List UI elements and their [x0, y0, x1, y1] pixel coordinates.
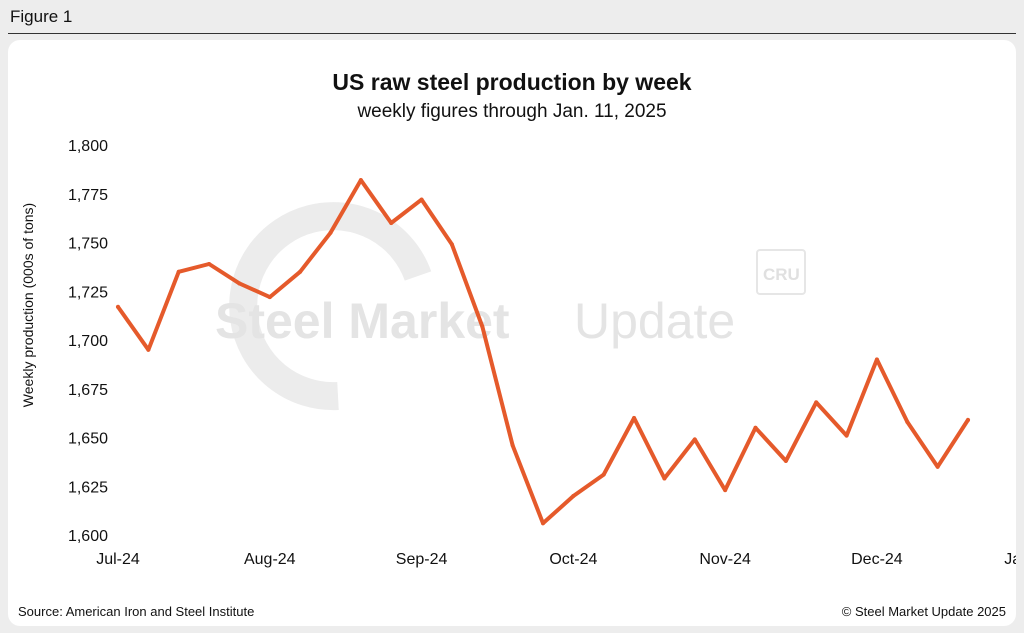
data-point [449, 242, 454, 247]
chart-panel: Steel Market Update CRU US raw steel pro… [8, 40, 1016, 626]
data-point [601, 472, 606, 477]
data-point [389, 221, 394, 225]
x-tick-label: Aug-24 [244, 551, 296, 568]
data-point [207, 261, 212, 266]
data-point [328, 230, 333, 235]
watermark-arc [229, 202, 432, 411]
watermark: Steel Market Update CRU [215, 202, 806, 411]
y-tick-label: 1,600 [68, 528, 108, 545]
data-point [905, 419, 910, 424]
cru-logo-box [756, 249, 806, 295]
y-tick-label: 1,625 [68, 479, 108, 496]
data-point [662, 476, 667, 481]
data-point [753, 425, 758, 430]
data-point [541, 521, 545, 526]
y-axis-ticks: 1,600 1,625 1,650 1,675 1,700 1,725 1,750 1,775… [68, 138, 108, 545]
watermark-brand-light: Update [574, 293, 735, 349]
x-tick-label: Jul-24 [96, 551, 140, 568]
y-axis-label: Weekly production (000s of tons) [20, 203, 36, 407]
figure-label: Figure 1 [10, 7, 73, 26]
y-tick-label: 1,650 [68, 431, 108, 448]
data-point [298, 269, 303, 274]
x-tick-label: Dec-24 [851, 551, 903, 568]
y-tick-label: 1,750 [68, 236, 108, 253]
data-point [510, 443, 515, 448]
data-point [571, 494, 576, 498]
data-point [358, 178, 363, 183]
source-note: Source: American Iron and Steel Institut… [18, 604, 254, 619]
data-point [146, 347, 151, 352]
data-point [723, 488, 728, 493]
y-tick-label: 1,675 [68, 382, 108, 399]
y-tick-label: 1,700 [68, 333, 108, 350]
data-point [419, 197, 424, 202]
line-chart: Steel Market Update CRU US raw steel pro… [18, 69, 1016, 619]
data-point [844, 433, 849, 438]
series-group [116, 178, 970, 526]
x-tick-label: Sep-24 [396, 551, 448, 568]
data-point [783, 458, 788, 463]
chart-subtitle: weekly figures through Jan. 11, 2025 [356, 101, 666, 122]
data-point [480, 324, 485, 329]
data-point [692, 437, 697, 442]
data-point [237, 281, 242, 286]
cru-logo-text: CRU [763, 265, 800, 284]
chart-title: US raw steel production by week [332, 69, 691, 95]
x-tick-label: Oct-24 [549, 551, 597, 568]
data-point [814, 400, 819, 405]
data-point [966, 417, 970, 422]
data-point [935, 464, 940, 469]
x-tick-label: Jan-25 [1004, 551, 1016, 568]
data-point [116, 304, 120, 309]
data-point [632, 416, 637, 420]
y-tick-label: 1,725 [68, 284, 108, 301]
data-point [176, 269, 181, 274]
header-rule [8, 33, 1016, 34]
x-tick-label: Nov-24 [699, 551, 751, 568]
data-point [267, 295, 272, 300]
x-axis-ticks: Jul-24 Aug-24 Sep-24 Oct-24 Nov-24 Dec-24 Jan-… [96, 551, 1016, 568]
watermark-brand-bold: Steel Market [215, 293, 510, 349]
data-point [874, 357, 879, 362]
credit-note: © Steel Market Update 2025 [842, 604, 1006, 619]
y-tick-label: 1,775 [68, 187, 108, 204]
y-tick-label: 1,800 [68, 138, 108, 155]
